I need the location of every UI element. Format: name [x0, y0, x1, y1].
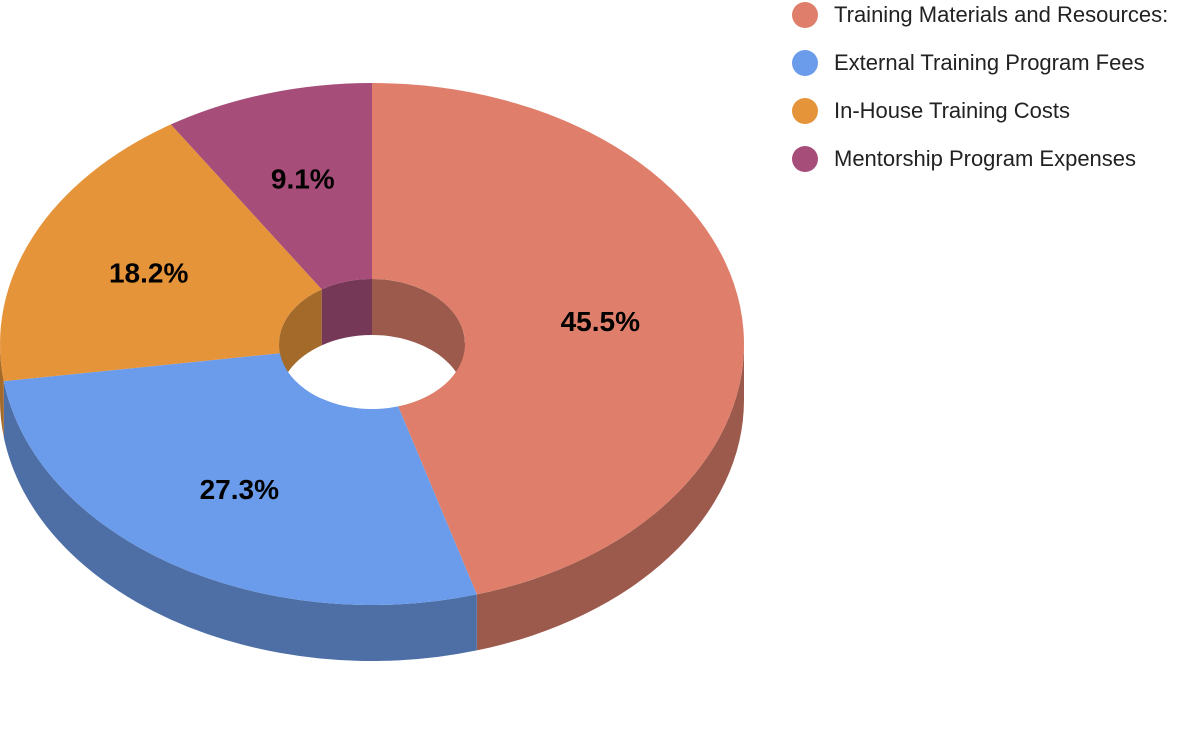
- slice-inner-wall-mentorship-program-expenses: [321, 279, 372, 346]
- legend-label: Mentorship Program Expenses: [834, 146, 1137, 171]
- slice-in-house-training-costs[interactable]: [0, 124, 322, 382]
- slice-label-external-training-program-fees: 27.3%: [200, 474, 279, 505]
- legend-item-mentorship[interactable]: Mentorship Program Expenses: [792, 144, 1136, 174]
- legend-swatch-icon: [792, 146, 818, 172]
- legend-swatch-icon: [792, 2, 818, 28]
- legend-label: Training Materials and Resources:: [834, 2, 1169, 27]
- slice-label-training-materials-and-resources: 45.5%: [561, 306, 640, 337]
- slice-side-training-materials-and-resources: [476, 344, 744, 651]
- slice-label-in-house-training-costs: 18.2%: [109, 257, 188, 288]
- legend-swatch-icon: [792, 50, 818, 76]
- legend-item-in-house-training[interactable]: In-House Training Costs: [792, 96, 1070, 126]
- slice-inner-wall-training-materials-and-resources: [372, 279, 465, 400]
- slice-side-external-training-program-fees: [3, 381, 477, 662]
- legend-item-external-training[interactable]: External Training Program Fees: [792, 48, 1145, 78]
- slice-label-mentorship-program-expenses: 9.1%: [271, 164, 335, 195]
- legend-swatch-icon: [792, 98, 818, 124]
- legend-item-training-materials[interactable]: Training Materials and Resources:: [792, 0, 1168, 30]
- slice-external-training-program-fees[interactable]: [3, 353, 477, 605]
- slice-training-materials-and-resources[interactable]: [372, 83, 744, 595]
- slice-side-in-house-training-costs: [0, 344, 4, 438]
- slice-inner-wall-in-house-training-costs: [279, 289, 322, 400]
- legend-label: External Training Program Fees: [834, 50, 1145, 75]
- slice-mentorship-program-expenses[interactable]: [170, 83, 372, 290]
- legend-label: In-House Training Costs: [834, 98, 1070, 123]
